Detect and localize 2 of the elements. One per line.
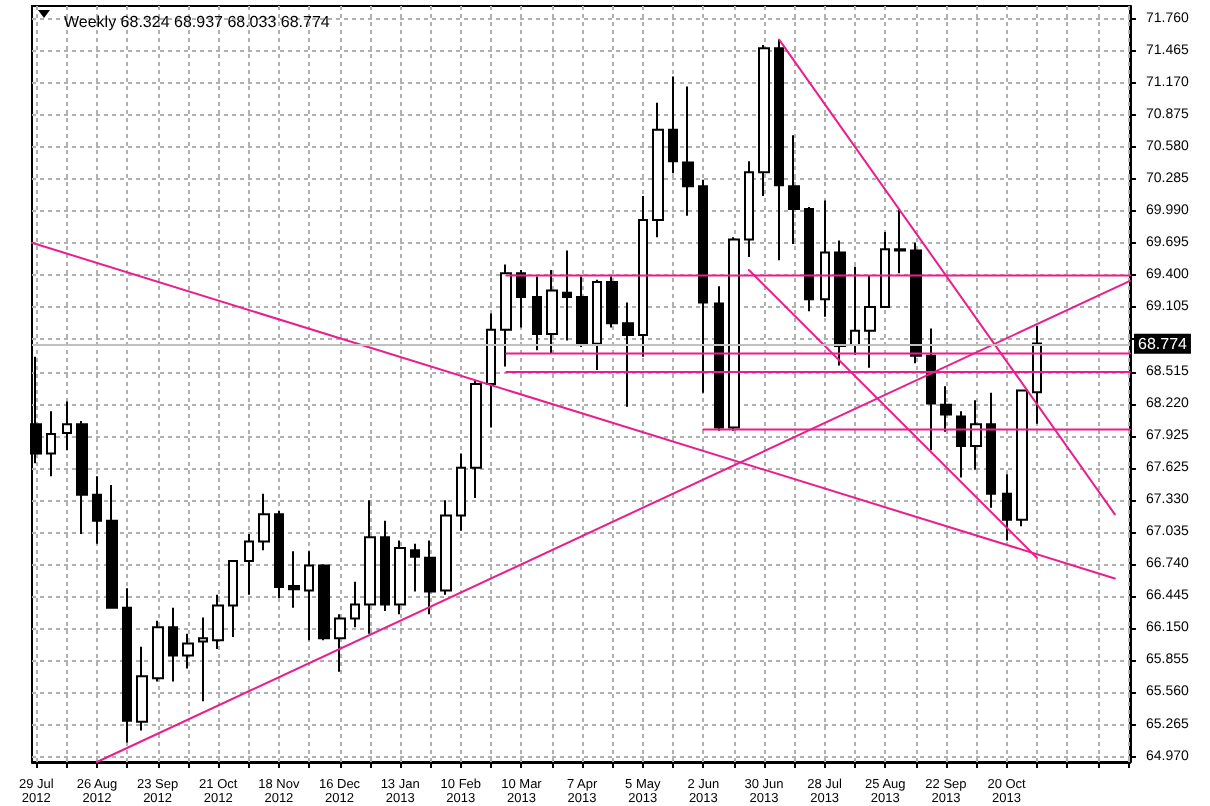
ref-line-label: 68.774: [1138, 334, 1189, 353]
text: Weekly 68.324 68.937 68.033 68.774: [64, 13, 331, 31]
